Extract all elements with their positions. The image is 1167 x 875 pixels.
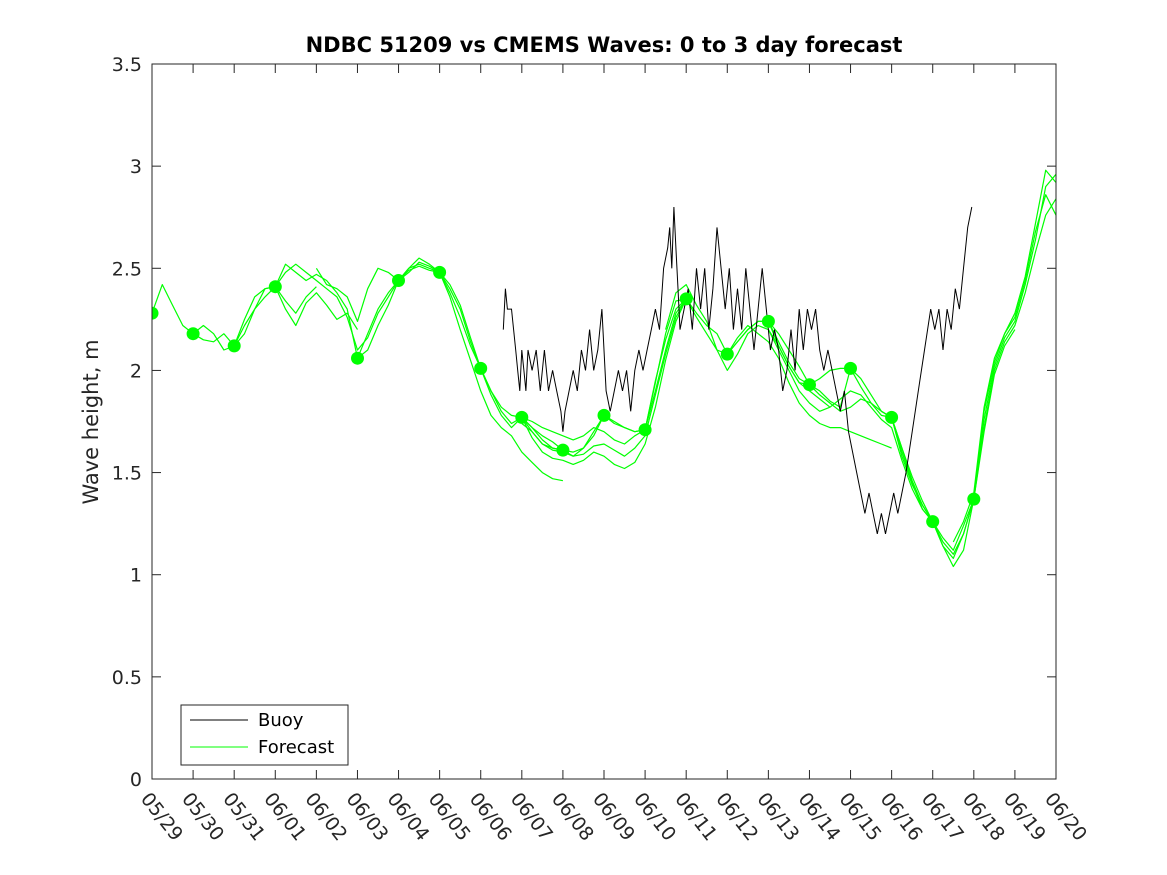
buoy-line-0 — [502, 206, 973, 535]
forecast-marker-16 — [844, 361, 857, 375]
y-tick-label: 0 — [130, 769, 142, 791]
y-tick-label: 2 — [130, 360, 142, 382]
forecast-marker-15 — [803, 378, 816, 392]
forecast-line-7 — [439, 272, 564, 482]
forecast-marker-11 — [638, 423, 652, 437]
forecast-marker-8 — [515, 410, 529, 424]
forecast-marker-13 — [720, 347, 734, 361]
forecast-marker-6 — [433, 265, 447, 279]
forecast-line-16 — [726, 324, 892, 449]
forecast-line-14 — [665, 284, 831, 408]
forecast-line-22 — [932, 173, 1056, 555]
forecast-line-10 — [521, 298, 687, 470]
forecast-marker-3 — [268, 280, 282, 294]
y-tick-label: 0.5 — [112, 667, 142, 689]
y-tick-label: 1.5 — [112, 463, 142, 485]
forecast-marker-7 — [474, 361, 488, 375]
forecast-marker-2 — [227, 339, 241, 353]
legend-forecast-label: Forecast — [258, 737, 334, 758]
y-tick-label: 3.5 — [112, 54, 142, 76]
forecast-marker-9 — [556, 443, 570, 457]
y-axis-label: Wave height, m — [79, 339, 103, 504]
forecast-marker-10 — [597, 408, 611, 422]
chart-title: NDBC 51209 vs CMEMS Waves: 0 to 3 day fo… — [306, 33, 903, 57]
y-tick-label: 1 — [130, 565, 142, 587]
y-tick-label: 2.5 — [112, 258, 142, 280]
forecast-marker-17 — [885, 410, 899, 424]
forecast-marker-0 — [152, 306, 159, 320]
forecast-marker-5 — [392, 274, 405, 287]
y-tick-label: 3 — [130, 156, 142, 178]
legend: Buoy Forecast — [180, 704, 349, 766]
forecast-marker-1 — [186, 327, 200, 341]
forecast-marker-14 — [761, 314, 775, 328]
series-layer — [152, 169, 1056, 568]
forecast-line-18 — [767, 329, 934, 522]
forecast-marker-18 — [926, 515, 940, 529]
legend-box — [180, 704, 349, 766]
forecast-marker-19 — [967, 492, 981, 506]
forecast-marker-4 — [351, 351, 364, 365]
forecast-line-12 — [521, 298, 687, 457]
legend-buoy-label: Buoy — [258, 710, 304, 731]
forecast-marker-12 — [679, 292, 693, 306]
forecast-line-24 — [973, 194, 1056, 500]
forecast-line-2 — [233, 263, 400, 351]
